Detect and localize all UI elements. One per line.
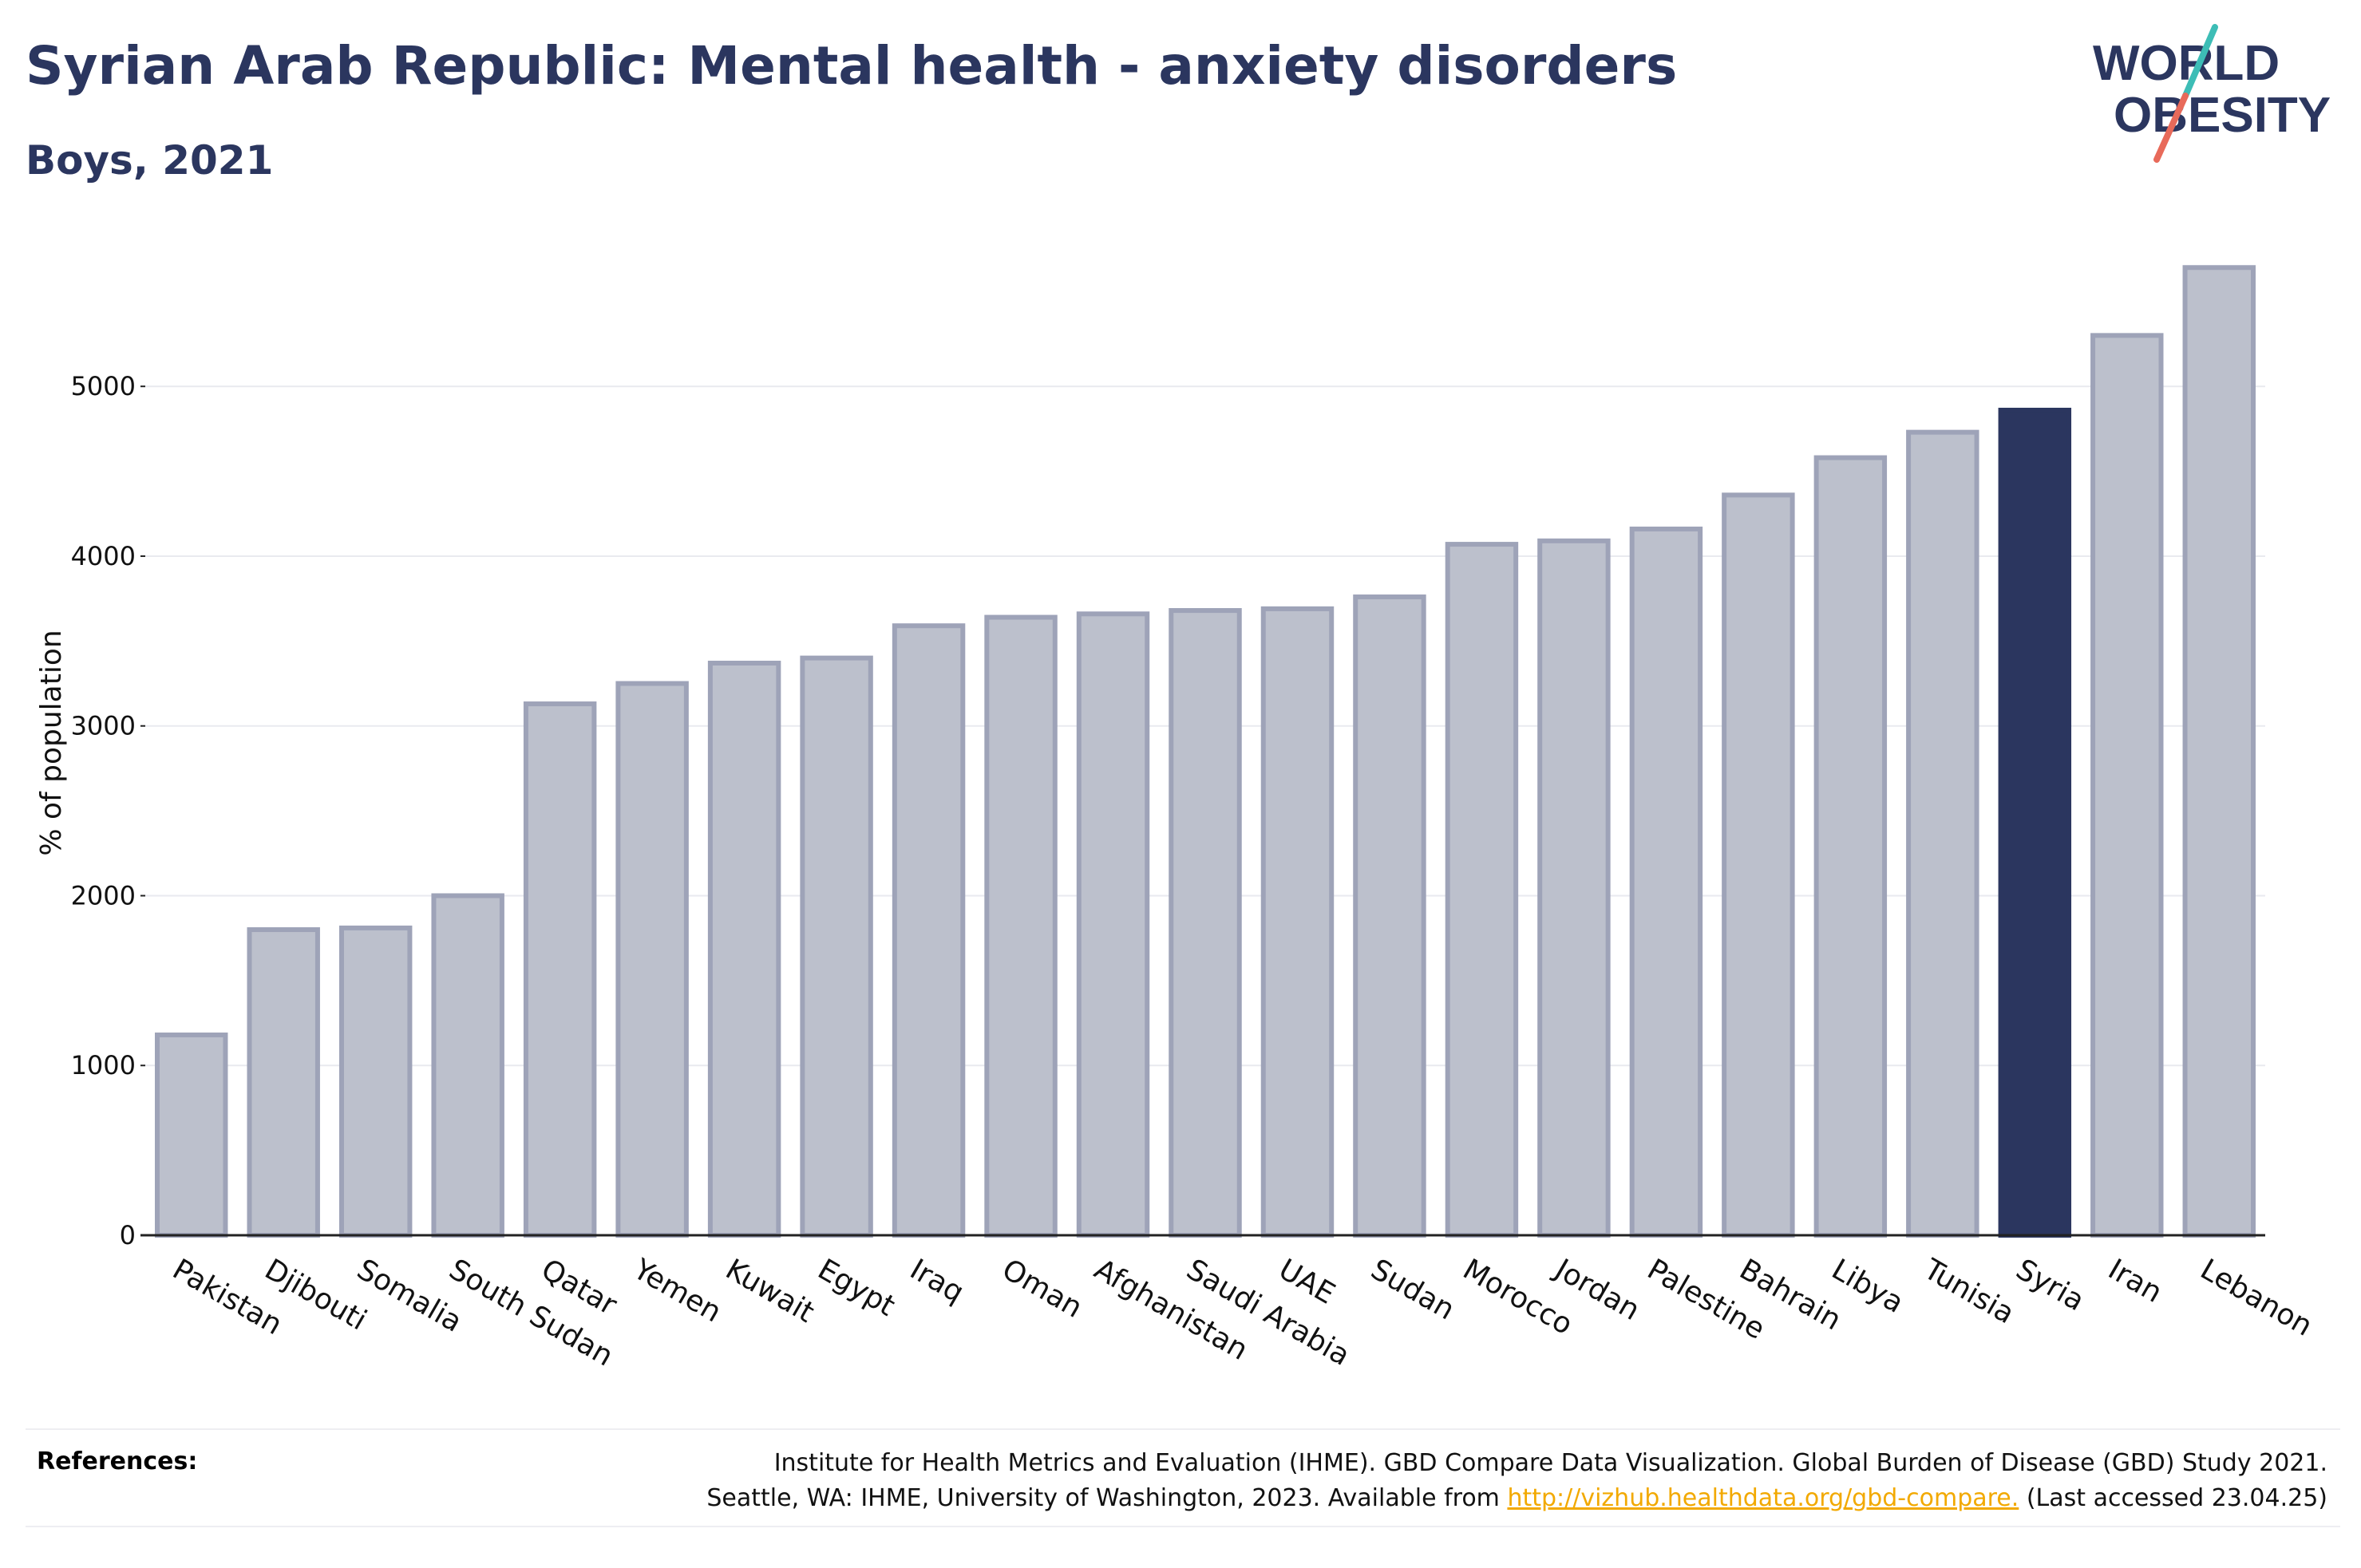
bar-egypt	[800, 655, 873, 1238]
bar-kuwait	[707, 661, 781, 1238]
references-line2: Seattle, WA: IHME, University of Washing…	[412, 1481, 2327, 1516]
bar-iran	[2090, 333, 2164, 1238]
bar-uae	[1260, 606, 1335, 1238]
x-tick-label: Iraq	[904, 1253, 969, 1309]
bar-morocco	[1445, 542, 1519, 1238]
x-tick-label: Oman	[997, 1253, 1088, 1325]
y-tick-label: 5000	[71, 371, 136, 401]
x-tick-label: Lebanon	[2195, 1253, 2318, 1343]
bar-qatar	[523, 701, 597, 1238]
y-tick-label: 0	[120, 1220, 136, 1250]
bar-somalia	[338, 925, 413, 1238]
bar-south-sudan	[431, 893, 504, 1238]
bar-tunisia	[1906, 429, 1979, 1238]
x-tick-label: Yemen	[627, 1253, 727, 1329]
logo-slash-coral	[2153, 93, 2189, 163]
x-tick-label: Somalia	[351, 1253, 467, 1339]
x-tick-label: Sudan	[1365, 1253, 1460, 1326]
references-label: References:	[37, 1448, 198, 1475]
bar-djibouti	[247, 927, 320, 1238]
bar-bahrain	[1722, 492, 1795, 1238]
bar-libya	[1813, 455, 1888, 1238]
bar-lebanon	[2182, 265, 2256, 1238]
references-top-divider	[26, 1428, 2340, 1430]
logo-word-world: WORLD	[2093, 36, 2280, 91]
logo-word-obesity: OBESITY	[2114, 88, 2331, 143]
references-line1: Institute for Health Metrics and Evaluat…	[773, 1449, 2327, 1477]
x-tick-label: Iran	[2102, 1253, 2167, 1309]
chart-subtitle: Boys, 2021	[26, 137, 274, 184]
x-tick-label: Syria	[2011, 1253, 2090, 1317]
references-link[interactable]: http://vizhub.healthdata.org/gbd-compare…	[1507, 1484, 2019, 1512]
bar-pakistan	[155, 1032, 228, 1238]
y-axis-label: % of population	[35, 630, 68, 855]
bar-oman	[984, 614, 1058, 1238]
y-tick-label: 3000	[71, 711, 136, 741]
bar-yemen	[615, 681, 689, 1238]
bar-jordan	[1537, 538, 1611, 1238]
x-tick-label: Afghanistan	[1089, 1253, 1253, 1367]
y-tick-label: 1000	[71, 1050, 136, 1080]
bar-afghanistan	[1076, 611, 1150, 1238]
references-line2-suffix: (Last accessed 23.04.25)	[2019, 1484, 2327, 1512]
chart-title: Syrian Arab Republic: Mental health - an…	[26, 35, 1678, 97]
references-text: Institute for Health Metrics and Evaluat…	[412, 1446, 2327, 1516]
x-tick-label: Egypt	[813, 1253, 900, 1322]
references-line2-prefix: Seattle, WA: IHME, University of Washing…	[706, 1484, 1508, 1512]
bar-iraq	[892, 623, 966, 1238]
bar-saudi-arabia	[1169, 608, 1242, 1238]
world-obesity-logo: WORLD OBESITY	[2093, 24, 2331, 163]
bar-palestine	[1629, 526, 1703, 1238]
x-tick-label: Tunisia	[1917, 1253, 2019, 1330]
bar-syria	[1998, 407, 2072, 1238]
y-tick-label: 2000	[71, 880, 136, 910]
bar-sudan	[1353, 594, 1426, 1238]
x-tick-label: Kuwait	[720, 1253, 820, 1329]
references-bottom-divider	[26, 1526, 2340, 1527]
logo-slash-teal	[2182, 24, 2218, 99]
y-tick-label: 4000	[71, 541, 136, 571]
